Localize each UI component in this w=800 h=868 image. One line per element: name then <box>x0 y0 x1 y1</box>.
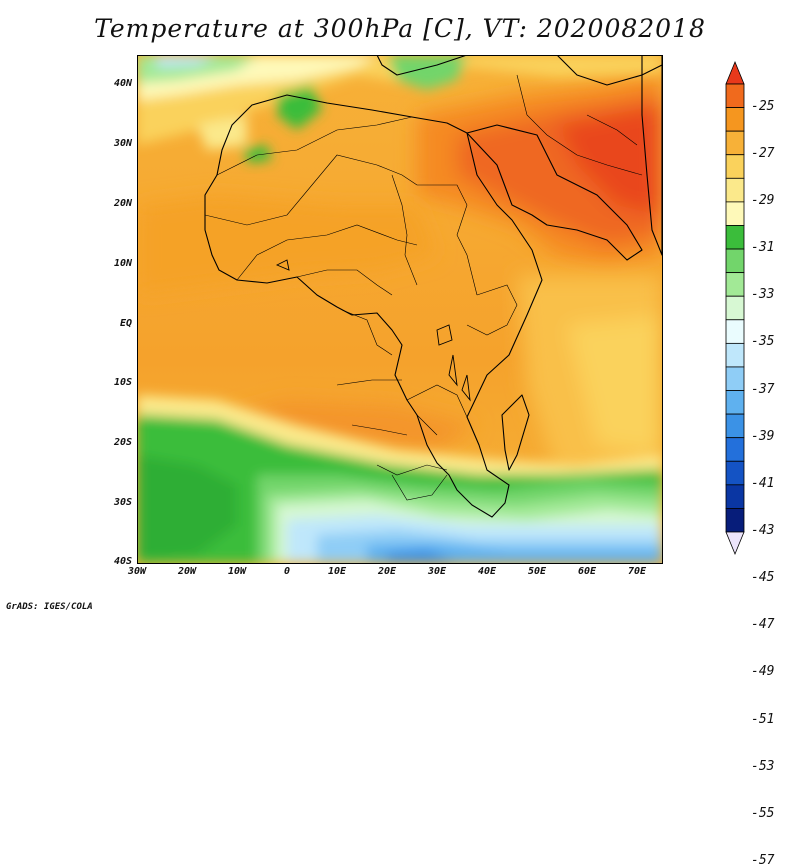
colorbar-label: -51 <box>751 711 775 727</box>
lon-label: 20W <box>177 566 197 577</box>
lon-label: 0 <box>283 566 291 577</box>
colorbar-boxes <box>725 60 745 556</box>
lat-label: 30N <box>113 138 132 149</box>
lon-label: 10W <box>227 566 247 577</box>
colorbar-box <box>725 295 745 321</box>
colorbar-box <box>725 107 745 132</box>
lat-label: 20S <box>113 437 132 448</box>
colorbar-label: -43 <box>751 523 775 538</box>
colorbar-label: -39 <box>751 428 775 444</box>
colorbar-box <box>725 460 745 486</box>
colorbar-box <box>725 484 745 509</box>
lon-label: 70E <box>627 566 647 577</box>
coastlines <box>204 55 662 518</box>
colorbar-label: -31 <box>751 240 775 256</box>
lon-label: 60E <box>577 566 597 577</box>
colorbar-box <box>725 319 745 344</box>
temperature-map <box>137 55 662 563</box>
colorbar-box <box>725 225 745 250</box>
colorbar-box <box>725 342 745 368</box>
colorbar-label: -57 <box>751 853 775 868</box>
map-canvas <box>137 55 662 563</box>
colorbar-box <box>725 248 745 274</box>
colorbar-label: -47 <box>751 617 775 633</box>
colorbar-label: -27 <box>751 145 775 161</box>
colorbar-box <box>725 413 745 439</box>
country-borders <box>204 74 643 501</box>
colorbar-label: -55 <box>751 805 775 821</box>
colorbar <box>725 60 745 556</box>
colorbar-label: -35 <box>751 334 775 350</box>
south-cool-areas <box>137 395 662 563</box>
lakes <box>275 259 471 402</box>
colorbar-box <box>725 366 745 391</box>
colorbar-top-arrow <box>725 60 745 85</box>
colorbar-box <box>725 508 745 533</box>
lat-label: 20N <box>113 198 132 209</box>
colorbar-box <box>725 177 745 203</box>
colorbar-label: -45 <box>751 570 775 586</box>
lon-label: 20E <box>377 566 397 577</box>
colorbar-label: -49 <box>751 664 775 680</box>
colorbar-box <box>725 154 745 179</box>
lat-label: 40S <box>113 556 132 567</box>
colorbar-label: -53 <box>751 758 775 774</box>
lat-label: 10S <box>113 377 132 388</box>
lat-label: 10N <box>113 258 132 269</box>
cool-east-ocean <box>517 275 662 475</box>
warm-core-mideast <box>417 75 662 265</box>
chart-title: Temperature at 300hPa [C], VT: 202008201… <box>94 14 706 43</box>
colorbar-label: -37 <box>751 381 775 397</box>
colorbar-box <box>725 390 745 415</box>
colorbar-box <box>725 437 745 462</box>
colorbar-label: -25 <box>751 98 775 114</box>
north-cool-areas <box>137 55 662 163</box>
lon-label: 50E <box>527 566 547 577</box>
colorbar-box <box>725 272 745 297</box>
colorbar-label: -41 <box>751 475 775 491</box>
colorbar-label: -29 <box>751 192 775 208</box>
lon-label: 40E <box>477 566 497 577</box>
lon-label: 30E <box>427 566 447 577</box>
lat-label: 30S <box>113 497 132 508</box>
lon-label: 30W <box>127 566 147 577</box>
footer-credit: GrADS: IGES/COLA <box>6 602 93 612</box>
colorbar-box <box>725 83 745 108</box>
colorbar-box <box>725 130 745 156</box>
colorbar-box <box>725 201 745 226</box>
colorbar-label: -33 <box>751 287 775 303</box>
lat-label: 40N <box>113 78 132 89</box>
colorbar-bottom-arrow <box>725 531 745 556</box>
lon-label: 10E <box>327 566 347 577</box>
lat-label: EQ <box>119 318 132 329</box>
